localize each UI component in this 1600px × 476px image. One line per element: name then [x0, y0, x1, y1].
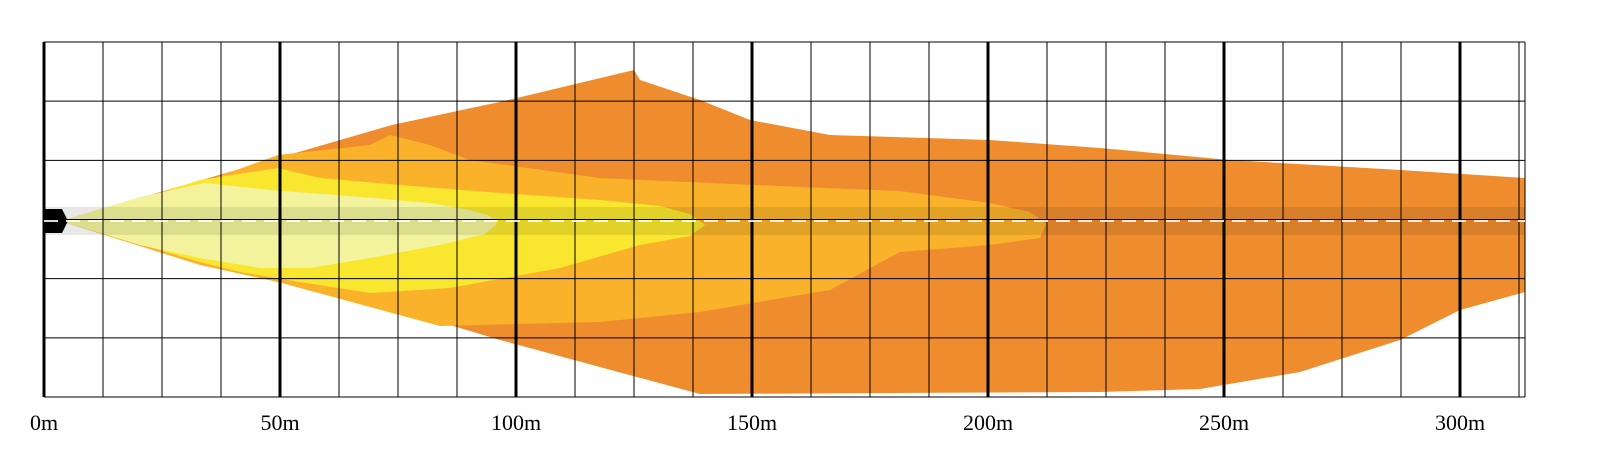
x-tick-label: 50m: [260, 410, 299, 435]
x-tick-label: 150m: [727, 410, 777, 435]
x-tick-label: 100m: [491, 410, 541, 435]
x-tick-label: 300m: [1435, 410, 1485, 435]
grid: [42, 41, 1526, 398]
x-tick-label: 200m: [963, 410, 1013, 435]
x-tick-label: 0m: [30, 410, 58, 435]
beam-axis: [44, 207, 1525, 235]
x-tick-label: 250m: [1199, 410, 1249, 435]
x-axis-labels: 0m 50m 100m 150m 200m 250m 300m: [30, 410, 1485, 435]
